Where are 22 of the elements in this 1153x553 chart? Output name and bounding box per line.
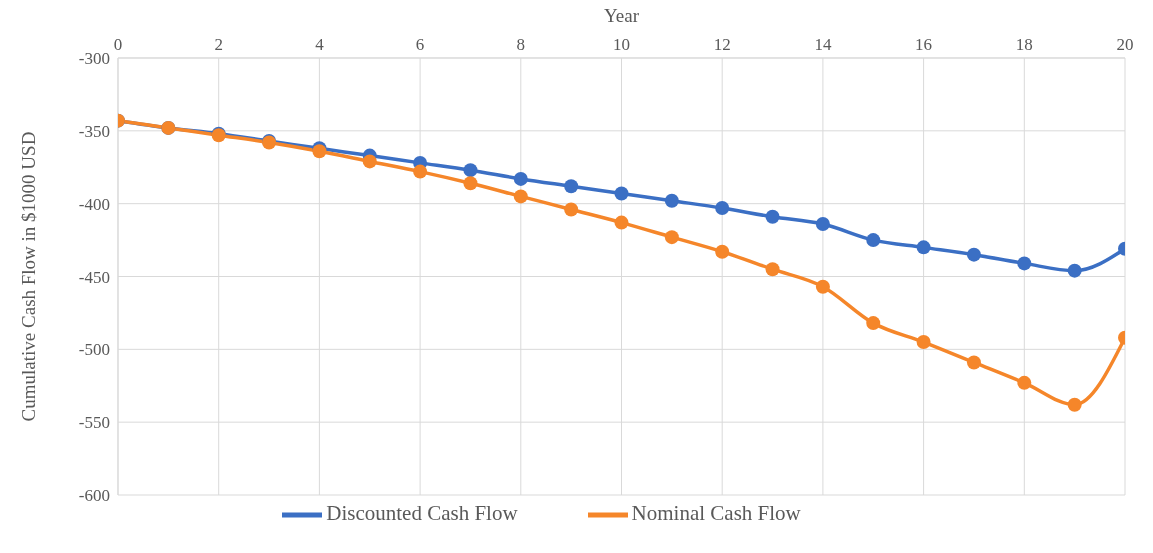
x-tick-label: 4 (315, 35, 325, 54)
x-tick-label: 18 (1015, 35, 1033, 54)
x-tick-label: 20 (1116, 35, 1134, 54)
legend-label: Discounted Cash Flow (326, 500, 518, 525)
x-tick-label: 12 (713, 35, 731, 54)
x-tick-label: 8 (516, 35, 526, 54)
x-tick-label: 10 (613, 35, 630, 54)
y-tick-label: -450 (78, 267, 110, 287)
x-tick-label: 16 (915, 35, 933, 54)
y-tick-label: -550 (78, 413, 110, 433)
x-tick-label: 14 (814, 35, 832, 54)
x-tick-label: 6 (415, 35, 425, 54)
y-tick-label: -350 (78, 121, 110, 141)
y-tick-label: -400 (78, 194, 110, 214)
x-tick-label: 2 (214, 35, 223, 54)
x-axis-title: Year (603, 4, 640, 26)
y-axis-title: Cumulative Cash Flow in $1000 USD (17, 131, 39, 422)
legend-label: Nominal Cash Flow (631, 500, 801, 525)
y-tick-label: -500 (78, 340, 110, 360)
x-tick-label: 0 (113, 35, 123, 54)
y-tick-label: -300 (78, 49, 110, 69)
y-tick-label: -600 (78, 486, 110, 506)
